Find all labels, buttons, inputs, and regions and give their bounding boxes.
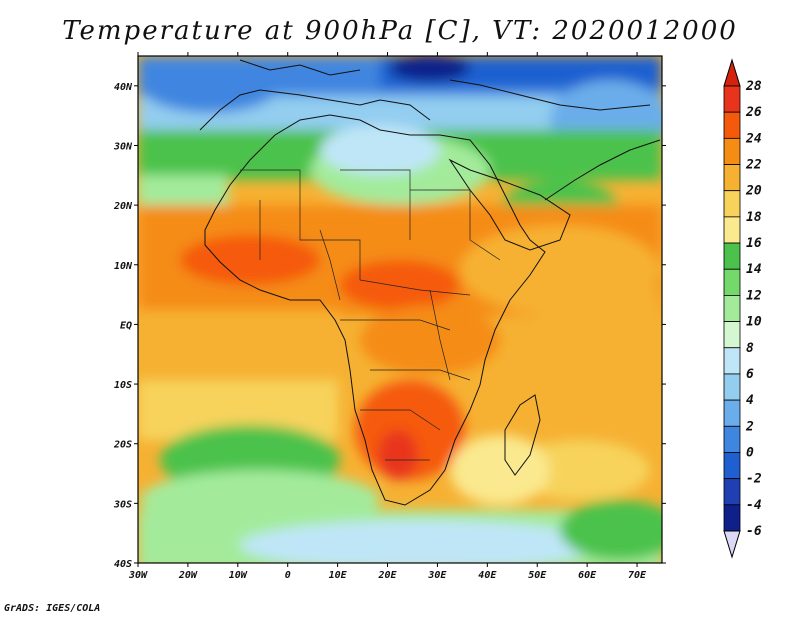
colorbar-segment	[723, 399, 741, 427]
country-borders	[240, 169, 501, 461]
colorbar	[723, 58, 741, 559]
lon-tick-label: 10E	[329, 570, 348, 581]
colorbar-bottom-arrow	[723, 530, 741, 559]
latitude-ticks: 40N 30N 20N 10N EQ 10S 20S 30S 40S	[113, 82, 666, 570]
lon-tick-label: 20E	[377, 570, 397, 581]
lon-tick-label: 70E	[628, 570, 647, 581]
colorbar-segment	[723, 452, 741, 480]
colorbar-label: 18	[746, 210, 762, 225]
lon-tick-label: 60E	[578, 570, 597, 581]
colorbar-segment	[723, 268, 741, 296]
colorbar-label: 12	[746, 288, 762, 303]
coastlines	[199, 59, 661, 506]
colorbar-label: 20	[745, 184, 762, 199]
colorbar-segment	[723, 321, 741, 349]
colorbar-label: 28	[745, 79, 762, 94]
lat-tick-label: 30S	[113, 499, 132, 510]
colorbar-segment	[723, 242, 741, 270]
lat-tick-label: 20N	[113, 201, 133, 212]
colorbar-top-arrow	[723, 58, 741, 87]
colorbar-segment	[723, 111, 741, 139]
colorbar-segment	[723, 373, 741, 401]
lat-tick-label: 10S	[114, 380, 132, 391]
colorbar-segment	[723, 504, 741, 532]
lat-tick-label: 30N	[113, 141, 133, 152]
colorbar-label: -4	[746, 498, 762, 513]
lat-tick-label: 40N	[114, 82, 133, 93]
colorbar-segment	[723, 478, 741, 506]
colorbar-label: 16	[746, 236, 762, 251]
colorbar-segment	[723, 85, 741, 113]
colorbar-label: 2	[745, 419, 754, 434]
colorbar-segment	[723, 216, 741, 244]
longitude-ticks: 30W 20W 10W 0 10E 20E 30E 40E 50E 60E 70E	[128, 52, 647, 581]
colorbar-label: 24	[745, 131, 762, 146]
colorbar-label: 4	[746, 393, 754, 408]
colorbar-label: 10	[746, 315, 762, 330]
colorbar-label: 14	[746, 262, 762, 277]
colorbar-segment	[723, 137, 741, 165]
colorbar-label: 26	[745, 105, 762, 120]
colorbar-segment	[723, 164, 741, 192]
credit-text: GrADS: IGES/COLA	[4, 603, 101, 614]
lon-tick-label: 0	[285, 570, 291, 581]
colorbar-label: 8	[746, 341, 754, 356]
colorbar-label: 6	[746, 367, 754, 382]
colorbar-label: -2	[746, 472, 762, 487]
lon-tick-label: 30W	[128, 570, 148, 581]
colorbar-label: 0	[746, 445, 754, 460]
lat-tick-label: 20S	[113, 440, 132, 451]
lat-tick-label: 10N	[114, 261, 133, 272]
temperature-field	[138, 56, 662, 563]
lon-tick-label: 20W	[178, 570, 198, 581]
map-frame	[137, 55, 663, 564]
colorbar-segment	[723, 425, 741, 453]
lon-tick-label: 50E	[528, 570, 547, 581]
lat-tick-label: EQ	[120, 320, 132, 331]
lon-tick-label: 40E	[478, 570, 497, 581]
colorbar-segment	[723, 295, 741, 322]
colorbar-segment	[723, 347, 741, 375]
colorbar-label: 22	[745, 158, 762, 173]
lon-tick-label: 10W	[229, 570, 248, 581]
map-title: Temperature at 900hPa [C], VT: 202001200…	[62, 16, 738, 46]
colorbar-label: -6	[746, 524, 762, 539]
colorbar-segment	[723, 190, 741, 218]
lat-tick-label: 40S	[114, 559, 132, 570]
lon-tick-label: 30E	[427, 570, 447, 581]
